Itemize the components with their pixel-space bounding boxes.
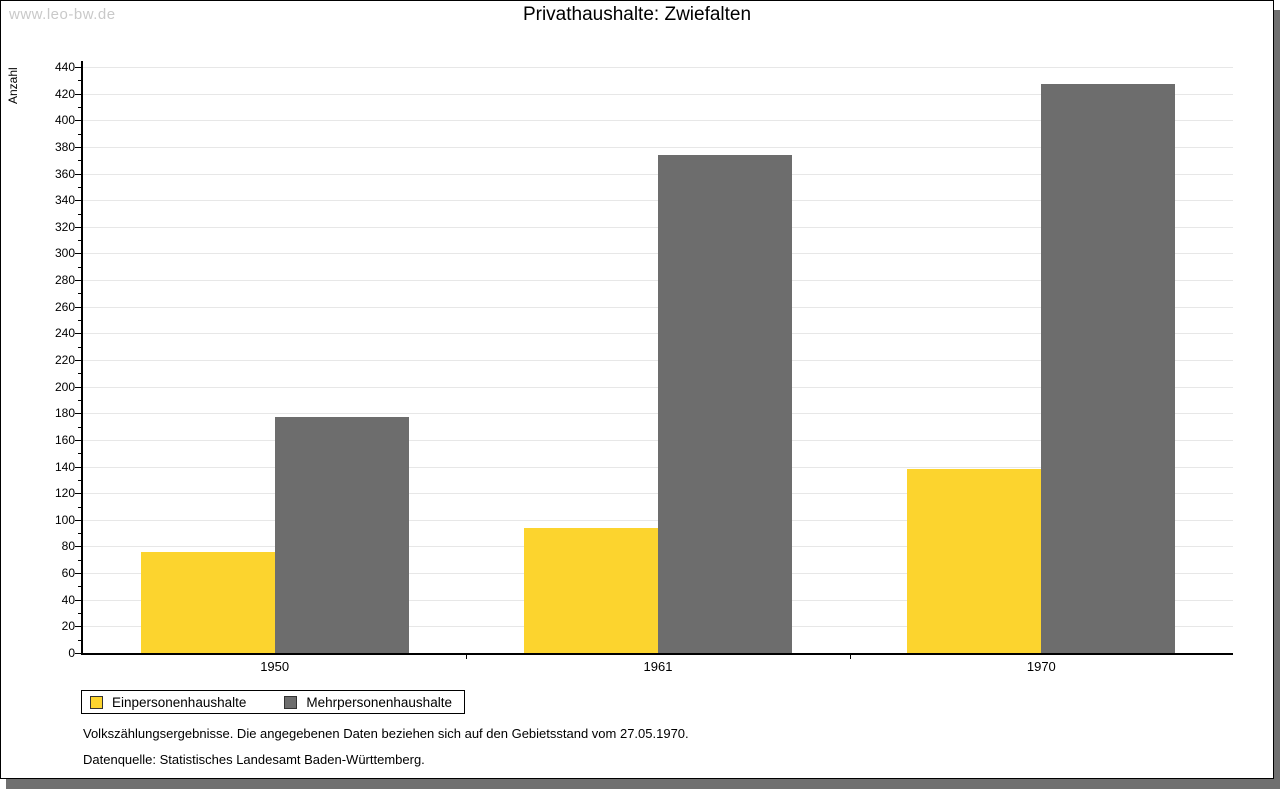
bar-einpersonenhaushalte-1970: [907, 469, 1042, 653]
y-tick-label: 440: [54, 60, 75, 74]
y-tick-label: 0: [68, 646, 75, 660]
y-tick-minor: [78, 613, 81, 615]
gridline: [83, 120, 1233, 122]
x-category-label: 1950: [260, 659, 290, 674]
plot-area: 0 20 40 60 80 100 120 140 160 180 200 220 240 260 280 3…: [55, 60, 1233, 674]
y-tick-major: [75, 173, 81, 175]
y-tick-minor: [78, 133, 81, 135]
y-tick-major: [75, 653, 81, 654]
y-tick-major: [75, 67, 81, 68]
y-tick-major: [75, 386, 81, 388]
y-tick-major: [75, 200, 81, 202]
y-tick-minor: [78, 80, 81, 82]
y-axis-line: [81, 61, 83, 655]
y-tick-major: [75, 519, 81, 521]
y-tick-label: 20: [61, 619, 75, 634]
y-tick-minor: [78, 373, 81, 375]
y-tick-major: [75, 333, 81, 335]
y-tick-major: [75, 226, 81, 228]
y-tick-label: 80: [61, 539, 75, 554]
y-tick-major: [75, 439, 81, 441]
legend-item: Einpersonenhaushalte: [90, 695, 246, 710]
y-tick-minor: [78, 293, 81, 295]
x-tick: [849, 653, 851, 659]
y-tick-major: [75, 253, 81, 255]
y-tick-minor: [78, 346, 81, 348]
y-tick-minor: [78, 559, 81, 561]
bar-mehrpersonenhaushalte-1970: [1041, 84, 1176, 653]
y-axis-label: Anzahl: [6, 67, 20, 104]
watermark: www.leo-bw.de: [9, 6, 116, 23]
x-tick: [466, 653, 468, 659]
y-tick-label: 100: [54, 512, 75, 527]
legend: Einpersonenhaushalte Mehrpersonenhaushalt…: [81, 690, 465, 714]
y-tick-label: 160: [54, 432, 75, 447]
legend-swatch-einpersonenhaushalte: [90, 695, 103, 709]
x-category-label: 1970: [1026, 659, 1056, 674]
y-tick-label: 240: [54, 326, 75, 341]
chart-title: Privathaushalte: Zwiefalten: [522, 4, 752, 25]
y-tick-label: 120: [54, 486, 75, 501]
y-tick-label: 340: [54, 193, 75, 208]
y-tick-major: [75, 413, 81, 415]
y-tick-major: [75, 626, 81, 628]
y-tick-minor: [78, 399, 81, 401]
bar-einpersonenhaushalte-1950: [140, 551, 275, 653]
y-tick-major: [75, 466, 81, 468]
y-tick-major: [75, 599, 81, 601]
y-tick-label: 40: [61, 592, 75, 607]
bar-mehrpersonenhaushalte-1961: [658, 154, 792, 653]
y-tick-label: 220: [54, 353, 75, 367]
footnote-gebietsstand: Volkszählungsergebnisse. Die angegebenen…: [83, 726, 689, 741]
y-tick-label: 60: [61, 566, 75, 581]
y-tick-minor: [78, 106, 81, 108]
y-tick-major: [75, 280, 81, 282]
bar-mehrpersonenhaushalte-1950: [274, 417, 409, 653]
y-tick-label: 320: [54, 219, 75, 234]
y-tick-minor: [78, 186, 81, 188]
y-tick-label: 380: [54, 139, 75, 154]
x-category-label: 1961: [643, 659, 673, 674]
y-tick-major: [75, 120, 81, 122]
y-tick-major: [75, 573, 81, 575]
y-tick-label: 180: [54, 406, 75, 421]
y-tick-major: [75, 493, 81, 495]
x-axis-line: [81, 653, 1233, 655]
bar-einpersonenhaushalte-1961: [524, 527, 658, 653]
y-tick-minor: [78, 639, 81, 641]
y-tick-minor: [78, 533, 81, 535]
legend-label: Einpersonenhaushalte: [112, 694, 247, 710]
y-tick-minor: [78, 213, 81, 215]
y-tick-minor: [78, 506, 81, 508]
y-tick-minor: [78, 453, 81, 455]
y-tick-major: [75, 93, 81, 95]
legend-swatch-mehrpersonenhaushalte: [284, 695, 298, 709]
y-tick-minor: [78, 266, 81, 268]
y-tick-minor: [78, 240, 81, 242]
y-tick-label: 200: [54, 379, 75, 394]
y-tick-minor: [78, 479, 81, 481]
gridline: [83, 146, 1233, 148]
footnote-datenquelle: Datenquelle: Statistisches Landesamt Bad…: [83, 752, 425, 767]
y-tick-minor: [78, 586, 81, 588]
y-tick-label: 360: [54, 166, 75, 181]
y-tick-label: 400: [54, 113, 75, 128]
gridline: [83, 67, 1233, 68]
y-tick-minor: [78, 160, 81, 162]
y-tick-label: 280: [54, 273, 75, 288]
y-tick-major: [75, 146, 81, 148]
y-tick-major: [75, 546, 81, 548]
y-tick-label: 260: [54, 299, 75, 314]
legend-label: Mehrpersonenhaushalte: [306, 694, 452, 710]
y-tick-major: [75, 306, 81, 308]
y-tick-minor: [78, 426, 81, 428]
y-tick-label: 300: [54, 246, 75, 261]
gridline: [83, 93, 1233, 95]
y-tick-label: 420: [54, 86, 75, 101]
y-tick-minor: [78, 320, 81, 322]
y-tick-major: [75, 360, 81, 361]
y-tick-label: 140: [54, 459, 75, 474]
legend-item: Mehrpersonenhaushalte: [284, 695, 452, 710]
